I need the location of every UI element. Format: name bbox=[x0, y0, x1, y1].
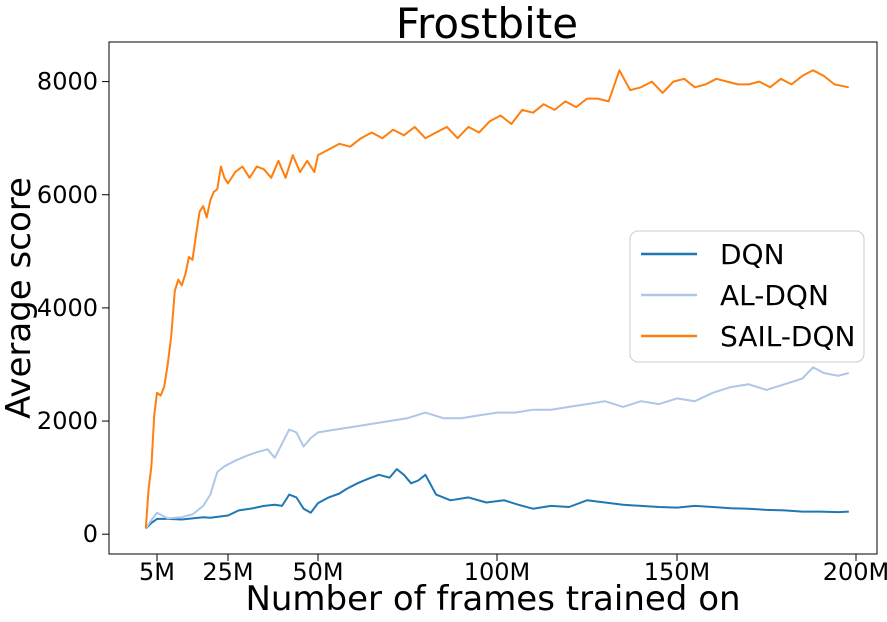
y-axis-title: Average score bbox=[0, 177, 39, 419]
y-tick-label: 4000 bbox=[37, 294, 98, 322]
legend-label-dqn: DQN bbox=[720, 238, 785, 271]
y-tick-label: 0 bbox=[83, 520, 98, 548]
legend-label-sail-dqn: SAIL-DQN bbox=[720, 320, 855, 353]
x-tick-label: 50M bbox=[292, 558, 343, 586]
legend-box bbox=[629, 230, 865, 363]
legend: DQN AL-DQN SAIL-DQN bbox=[629, 230, 865, 363]
x-tick-label: 5M bbox=[139, 558, 175, 586]
y-tick-label: 8000 bbox=[37, 68, 98, 96]
chart-title: Frostbite bbox=[396, 0, 578, 48]
y-tick-label: 2000 bbox=[37, 407, 98, 435]
series-layer bbox=[144, 69, 850, 530]
y-tick-label: 6000 bbox=[37, 181, 98, 209]
x-axis-title: Number of frames trained on bbox=[245, 579, 740, 619]
x-tick-label: 100M bbox=[464, 558, 531, 586]
x-tick-label: 150M bbox=[644, 558, 711, 586]
x-tick-label: 25M bbox=[202, 558, 253, 586]
legend-label-al-dqn: AL-DQN bbox=[720, 279, 829, 312]
tick-layer: 0 2000 4000 6000 8000 5M 25M 50M 100M 150M 200M bbox=[37, 68, 887, 586]
series-line-dqn bbox=[145, 468, 849, 530]
x-tick-label: 200M bbox=[823, 558, 887, 586]
plot-frame bbox=[108, 41, 878, 555]
series-line-sail-dqn bbox=[144, 69, 849, 529]
series-line-al-dqn bbox=[144, 366, 850, 530]
